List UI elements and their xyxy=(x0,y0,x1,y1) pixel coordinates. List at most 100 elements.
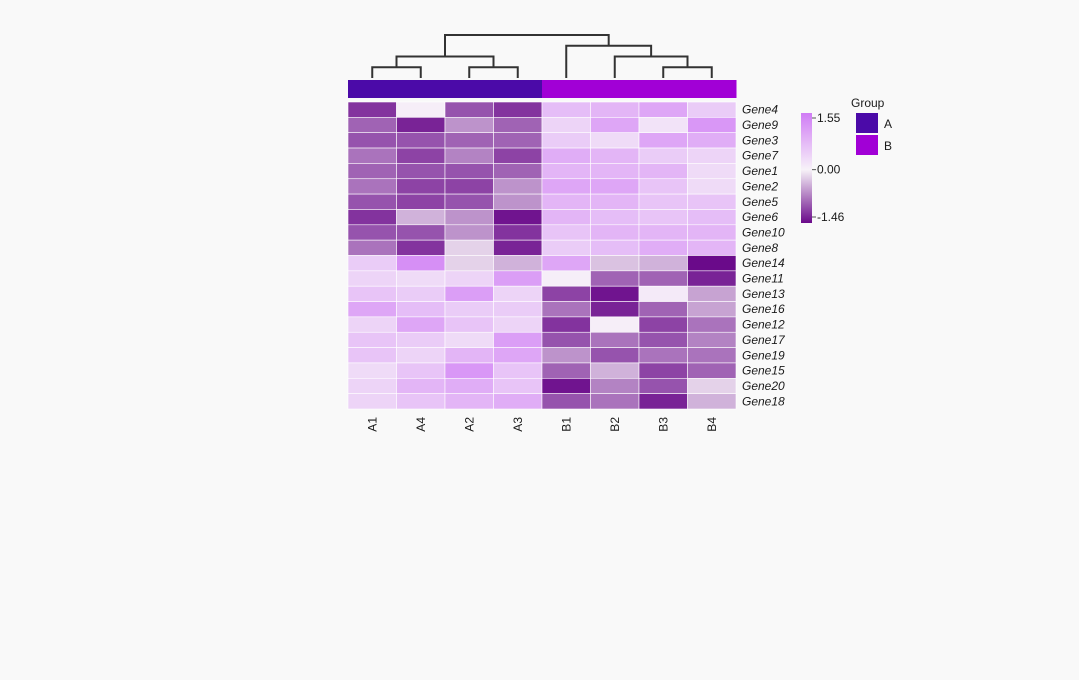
heatmap-cell xyxy=(590,316,640,333)
heatmap-cell xyxy=(590,178,640,195)
column-label: A4 xyxy=(414,417,428,432)
heatmap-cell xyxy=(396,377,446,394)
heatmap-cell xyxy=(444,316,494,333)
heatmap-cell xyxy=(347,362,397,379)
heatmap-cell xyxy=(687,347,737,364)
heatmap-cell xyxy=(444,224,494,241)
heatmap-cell xyxy=(687,331,737,348)
heatmap-cell xyxy=(590,239,640,256)
heatmap-cell xyxy=(347,117,397,133)
heatmap-cell xyxy=(541,239,591,256)
heatmap-cell xyxy=(638,101,688,118)
group-annotation-cell xyxy=(542,80,591,98)
row-label: Gene9 xyxy=(742,118,778,132)
heatmap-cell xyxy=(396,331,446,348)
heatmap-cell xyxy=(638,178,688,195)
heatmap-cell xyxy=(444,132,494,149)
heatmap-cell xyxy=(396,224,446,241)
column-label: A1 xyxy=(365,417,379,432)
column-dendrogram-branch xyxy=(395,55,495,68)
heatmap-cell xyxy=(590,393,640,410)
column-label: A3 xyxy=(511,417,525,432)
group-legend-swatch xyxy=(856,135,878,155)
heatmap-cell xyxy=(687,316,737,333)
heatmap-cell xyxy=(347,301,397,318)
heatmap-cell xyxy=(638,285,688,302)
heatmap-cell xyxy=(347,393,397,410)
column-label: B2 xyxy=(608,417,622,432)
heatmap-cell xyxy=(638,347,688,364)
heatmap-cell xyxy=(396,147,446,164)
heatmap-cell xyxy=(493,101,543,118)
heatmap-cell xyxy=(541,347,591,364)
heatmap-cell xyxy=(638,316,688,333)
heatmap-cell xyxy=(493,117,543,133)
heatmap-cell xyxy=(590,270,640,287)
row-label: Gene10 xyxy=(742,225,785,239)
heatmap-cell xyxy=(638,209,688,226)
row-label: Gene16 xyxy=(742,302,785,316)
heatmap-cell xyxy=(444,347,494,364)
heatmap-cell xyxy=(493,285,543,302)
heatmap-cell xyxy=(347,193,397,210)
heatmap-cell xyxy=(638,163,688,180)
column-dendrogram-branch xyxy=(371,66,422,78)
heatmap-cell xyxy=(347,163,397,180)
color-scale-tick-label: 1.55 xyxy=(817,111,841,125)
heatmap-cell xyxy=(541,209,591,226)
heatmap-cell xyxy=(396,117,446,133)
color-scale-tick-label: -1.46 xyxy=(817,210,845,224)
heatmap-cell xyxy=(541,316,591,333)
heatmap-cell xyxy=(541,362,591,379)
heatmap-cell xyxy=(638,362,688,379)
heatmap-cell xyxy=(687,362,737,379)
heatmap-cell xyxy=(396,163,446,180)
row-label: Gene11 xyxy=(742,272,784,286)
heatmap-cell xyxy=(493,178,543,195)
heatmap-cell xyxy=(687,255,737,272)
heatmap-cell xyxy=(541,377,591,394)
heatmap-cell xyxy=(590,101,640,118)
heatmap-cell xyxy=(590,377,640,394)
heatmap-cell xyxy=(444,178,494,195)
heatmap-cell xyxy=(590,117,640,133)
heatmap-cell xyxy=(638,147,688,164)
heatmap-cell xyxy=(347,147,397,164)
heatmap-cell xyxy=(541,163,591,180)
heatmap-cell xyxy=(396,347,446,364)
group-annotation-cell xyxy=(348,80,397,98)
group-legend: Group AB xyxy=(851,96,892,155)
heatmap-cell xyxy=(493,239,543,256)
heatmap-cell xyxy=(541,132,591,149)
row-label: Gene7 xyxy=(742,149,779,163)
heatmap-cell xyxy=(687,239,737,256)
heatmap-cell xyxy=(396,362,446,379)
heatmap-cell xyxy=(444,163,494,180)
heatmap-cell xyxy=(638,132,688,149)
heatmap-cell xyxy=(541,393,591,410)
row-label: Gene15 xyxy=(742,364,785,378)
heatmap-cell xyxy=(493,362,543,379)
group-annotation-cell xyxy=(590,80,640,98)
column-dendrogram-branch xyxy=(444,34,610,57)
heatmap-cell xyxy=(493,147,543,164)
heatmap-cell xyxy=(444,117,494,133)
heatmap-cell xyxy=(638,377,688,394)
heatmap-cell xyxy=(638,331,688,348)
heatmap-cell xyxy=(347,285,397,302)
row-label: Gene2 xyxy=(742,179,778,193)
heatmap-cell xyxy=(396,178,446,195)
heatmap-cell xyxy=(687,301,737,318)
heatmap-cell xyxy=(687,270,737,287)
column-dendrogram xyxy=(371,34,713,78)
row-label: Gene17 xyxy=(742,333,786,347)
heatmap-cell xyxy=(493,270,543,287)
group-annotation-cell xyxy=(687,80,737,98)
column-dendrogram-branch xyxy=(468,66,519,78)
heatmap-cell xyxy=(590,255,640,272)
heatmap-cell xyxy=(347,101,397,118)
heatmap-cell xyxy=(541,331,591,348)
heatmap-cell xyxy=(347,209,397,226)
heatmap-cell xyxy=(638,239,688,256)
heatmap-cell xyxy=(444,209,494,226)
